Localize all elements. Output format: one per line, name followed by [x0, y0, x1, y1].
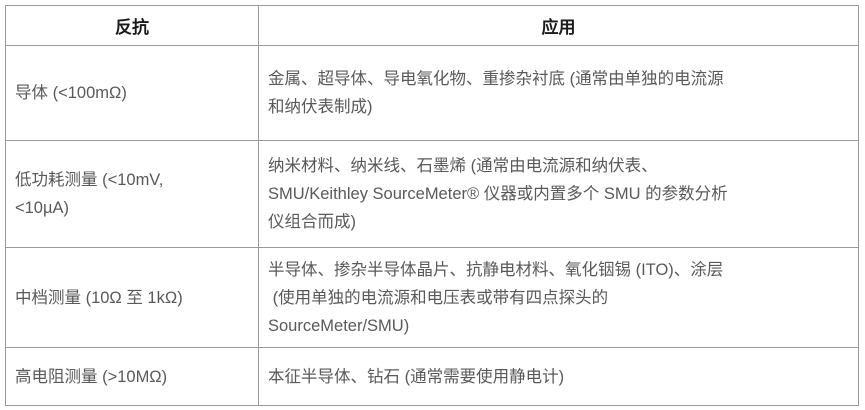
resistance-cell-mid-range: 中档测量 (10Ω 至 1kΩ): [5, 247, 259, 348]
resistance-cell-high-resistance: 高电阻测量 (>10MΩ): [5, 347, 259, 406]
resistance-cell-low-power: 低功耗测量 (<10mV, <10µA): [5, 140, 259, 248]
table-header-row: 反抗 应用: [5, 5, 859, 46]
table-row: 低功耗测量 (<10mV, <10µA) 纳米材料、纳米线、石墨烯 (通常由电流…: [5, 140, 859, 248]
header-cell-application: 应用: [258, 5, 859, 46]
table-row: 导体 (<100mΩ) 金属、超导体、导电氧化物、重掺杂衬底 (通常由单独的电流…: [5, 45, 859, 141]
application-cell-high-resistance: 本征半导体、钻石 (通常需要使用静电计): [258, 347, 859, 406]
application-cell-conductors: 金属、超导体、导电氧化物、重掺杂衬底 (通常由单独的电流源 和纳伏表制成): [258, 45, 859, 141]
application-cell-mid-range: 半导体、掺杂半导体晶片、抗静电材料、氧化铟锡 (ITO)、涂层 (使用单独的电流…: [258, 247, 859, 348]
resistance-application-table: 反抗 应用 导体 (<100mΩ) 金属、超导体、导电氧化物、重掺杂衬底 (通常…: [5, 5, 859, 406]
resistance-cell-conductors: 导体 (<100mΩ): [5, 45, 259, 141]
table-row: 中档测量 (10Ω 至 1kΩ) 半导体、掺杂半导体晶片、抗静电材料、氧化铟锡 …: [5, 247, 859, 348]
header-cell-resistance: 反抗: [5, 5, 259, 46]
application-cell-low-power: 纳米材料、纳米线、石墨烯 (通常由电流源和纳伏表、 SMU/Keithley S…: [258, 140, 859, 248]
table-row: 高电阻测量 (>10MΩ) 本征半导体、钻石 (通常需要使用静电计): [5, 347, 859, 406]
